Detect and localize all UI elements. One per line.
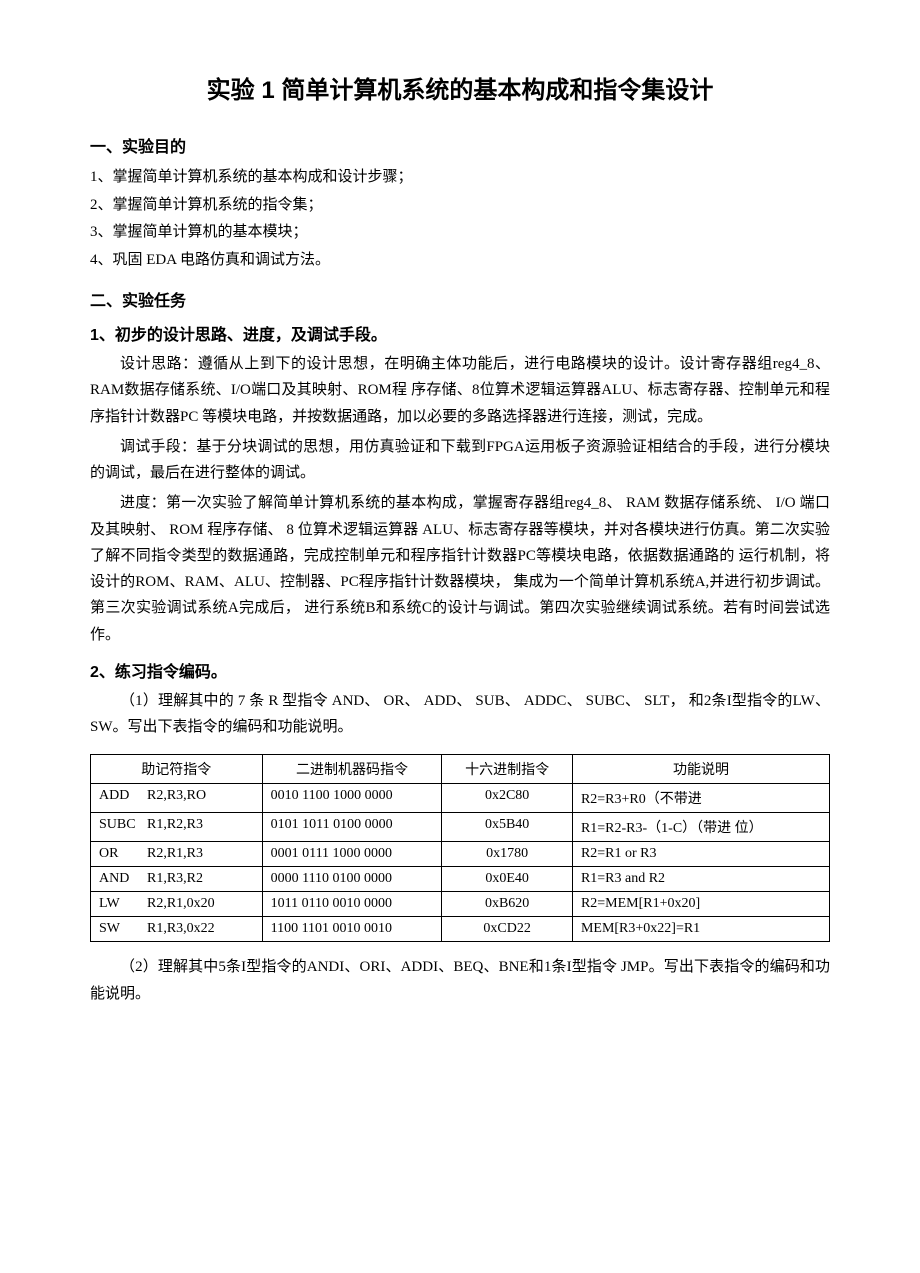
objective-item-4: 4、巩固 EDA 电路仿真和调试方法。 bbox=[90, 248, 830, 274]
col-binary-header: 二进制机器码指令 bbox=[262, 755, 442, 784]
table-row: SUBCR1,R2,R30101 1011 0100 00000x5B40R1=… bbox=[91, 813, 830, 842]
cell-function: R1=R3 and R2 bbox=[572, 867, 829, 892]
cell-binary: 0001 0111 1000 0000 bbox=[262, 842, 442, 867]
cell-binary: 0101 1011 0100 0000 bbox=[262, 813, 442, 842]
table-row: ADDR2,R3,RO0010 1100 1000 00000x2C80R2=R… bbox=[91, 784, 830, 813]
cell-hex: 0xB620 bbox=[442, 892, 573, 917]
cell-function: R2=R1 or R3 bbox=[572, 842, 829, 867]
col-mnemonic-header: 助记符指令 bbox=[91, 755, 263, 784]
cell-binary: 0010 1100 1000 0000 bbox=[262, 784, 442, 813]
col-function-header: 功能说明 bbox=[572, 755, 829, 784]
cell-mnemonic: ANDR1,R3,R2 bbox=[91, 867, 263, 892]
task-1-heading: 1、初步的设计思路、进度，及调试手段。 bbox=[90, 321, 830, 345]
cell-mnemonic: LWR2,R1,0x20 bbox=[91, 892, 263, 917]
cell-function: R2=R3+R0（不带进 bbox=[572, 784, 829, 813]
mnemonic-op: ADD bbox=[99, 788, 147, 804]
task-2-para-2: （2）理解其中5条I型指令的ANDI、ORI、ADDI、BEQ、BNE和1条I型… bbox=[90, 954, 830, 1007]
mnemonic-args: R1,R3,0x22 bbox=[147, 921, 215, 937]
cell-binary: 1100 1101 0010 0010 bbox=[262, 917, 442, 942]
mnemonic-op: SUBC bbox=[99, 817, 147, 833]
table-row: LWR2,R1,0x201011 0110 0010 00000xB620R2=… bbox=[91, 892, 830, 917]
instruction-table-1: 助记符指令 二进制机器码指令 十六进制指令 功能说明 ADDR2,R3,RO00… bbox=[90, 754, 830, 942]
cell-hex: 0x2C80 bbox=[442, 784, 573, 813]
objective-item-2: 2、掌握简单计算机系统的指令集； bbox=[90, 193, 830, 219]
cell-binary: 1011 0110 0010 0000 bbox=[262, 892, 442, 917]
task-2-heading: 2、练习指令编码。 bbox=[90, 658, 830, 682]
task-1-para-1: 设计思路：遵循从上到下的设计思想，在明确主体功能后，进行电路模块的设计。设计寄存… bbox=[90, 351, 830, 430]
cell-hex: 0x5B40 bbox=[442, 813, 573, 842]
mnemonic-op: LW bbox=[99, 896, 147, 912]
cell-hex: 0xCD22 bbox=[442, 917, 573, 942]
section-2-heading: 二、实验任务 bbox=[90, 287, 830, 311]
mnemonic-op: SW bbox=[99, 921, 147, 937]
table-row: SWR1,R3,0x221100 1101 0010 00100xCD22MEM… bbox=[91, 917, 830, 942]
col-hex-header: 十六进制指令 bbox=[442, 755, 573, 784]
task-1-para-2: 调试手段：基于分块调试的思想，用仿真验证和下载到FPGA运用板子资源验证相结合的… bbox=[90, 434, 830, 487]
cell-mnemonic: ADDR2,R3,RO bbox=[91, 784, 263, 813]
cell-function: R1=R2-R3-（1-C）（带进 位） bbox=[572, 813, 829, 842]
cell-mnemonic: SWR1,R3,0x22 bbox=[91, 917, 263, 942]
cell-mnemonic: ORR2,R1,R3 bbox=[91, 842, 263, 867]
mnemonic-args: R1,R3,R2 bbox=[147, 871, 203, 887]
mnemonic-args: R2,R3,RO bbox=[147, 788, 206, 804]
section-1-heading: 一、实验目的 bbox=[90, 133, 830, 157]
cell-function: R2=MEM[R1+0x20] bbox=[572, 892, 829, 917]
mnemonic-op: OR bbox=[99, 846, 147, 862]
task-1-para-3: 进度：第一次实验了解简单计算机系统的基本构成，掌握寄存器组reg4_8、 RAM… bbox=[90, 490, 830, 648]
mnemonic-op: AND bbox=[99, 871, 147, 887]
objective-item-3: 3、掌握简单计算机的基本模块； bbox=[90, 220, 830, 246]
cell-hex: 0x1780 bbox=[442, 842, 573, 867]
mnemonic-args: R2,R1,0x20 bbox=[147, 896, 215, 912]
table-header-row: 助记符指令 二进制机器码指令 十六进制指令 功能说明 bbox=[91, 755, 830, 784]
cell-binary: 0000 1110 0100 0000 bbox=[262, 867, 442, 892]
cell-mnemonic: SUBCR1,R2,R3 bbox=[91, 813, 263, 842]
mnemonic-args: R2,R1,R3 bbox=[147, 846, 203, 862]
table-row: ANDR1,R3,R20000 1110 0100 00000x0E40R1=R… bbox=[91, 867, 830, 892]
document-page: 实验 1 简单计算机系统的基本构成和指令集设计 一、实验目的 1、掌握简单计算机… bbox=[0, 0, 920, 1273]
page-title: 实验 1 简单计算机系统的基本构成和指令集设计 bbox=[90, 70, 830, 105]
objective-item-1: 1、掌握简单计算机系统的基本构成和设计步骤； bbox=[90, 165, 830, 191]
task-2-para-1: （1）理解其中的 7 条 R 型指令 AND、 OR、 ADD、 SUB、 AD… bbox=[90, 688, 830, 741]
mnemonic-args: R1,R2,R3 bbox=[147, 817, 203, 833]
table-row: ORR2,R1,R30001 0111 1000 00000x1780R2=R1… bbox=[91, 842, 830, 867]
cell-function: MEM[R3+0x22]=R1 bbox=[572, 917, 829, 942]
cell-hex: 0x0E40 bbox=[442, 867, 573, 892]
